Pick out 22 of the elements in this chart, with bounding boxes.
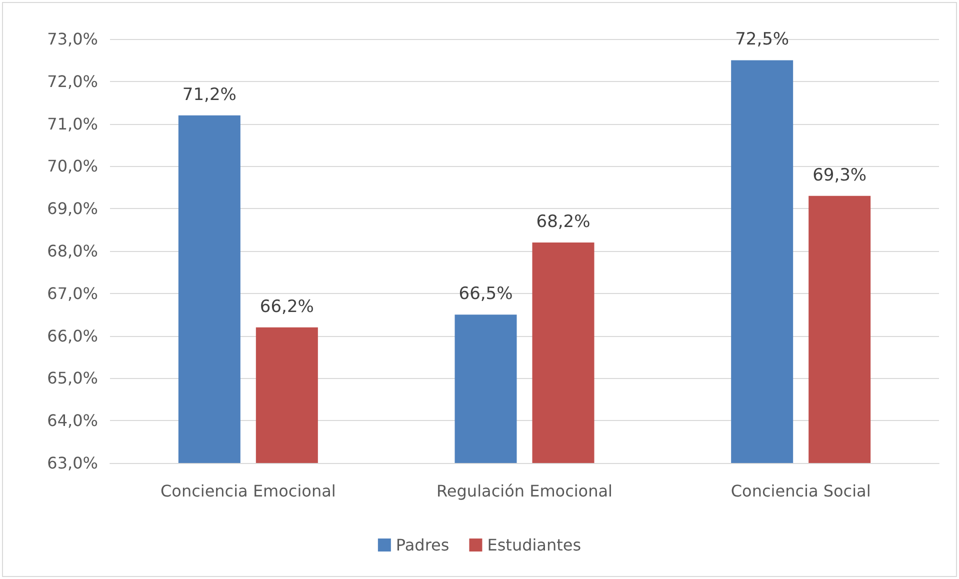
y-tick-label: 66,0% <box>47 326 98 346</box>
data-label: 71,2% <box>182 84 236 105</box>
y-tick-label: 72,0% <box>47 72 98 91</box>
y-tick-label: 65,0% <box>47 368 98 388</box>
y-tick-label: 64,0% <box>47 411 98 430</box>
y-tick-label: 73,0% <box>47 30 98 48</box>
data-label: 68,2% <box>536 212 590 232</box>
y-tick-label: 69,0% <box>47 199 98 218</box>
y-tick-label: 70,0% <box>47 156 98 176</box>
legend-label: Estudiantes <box>487 536 582 554</box>
x-tick-label: Conciencia Emocional <box>160 482 336 500</box>
y-tick-label: 68,0% <box>47 242 98 260</box>
y-tick-label: 63,0% <box>47 454 98 472</box>
data-label: 72,5% <box>735 30 790 50</box>
x-tick-label: Conciencia Social <box>730 482 871 500</box>
y-tick-label: 71,0% <box>47 114 98 134</box>
data-label: 66,2% <box>260 296 314 317</box>
legend-label: Padres <box>396 536 450 554</box>
data-label: 69,3% <box>812 165 867 186</box>
x-tick-label: Regulación Emocional <box>436 482 612 500</box>
y-tick-label: 67,0% <box>47 284 98 303</box>
data-label: 66,5% <box>458 284 513 304</box>
